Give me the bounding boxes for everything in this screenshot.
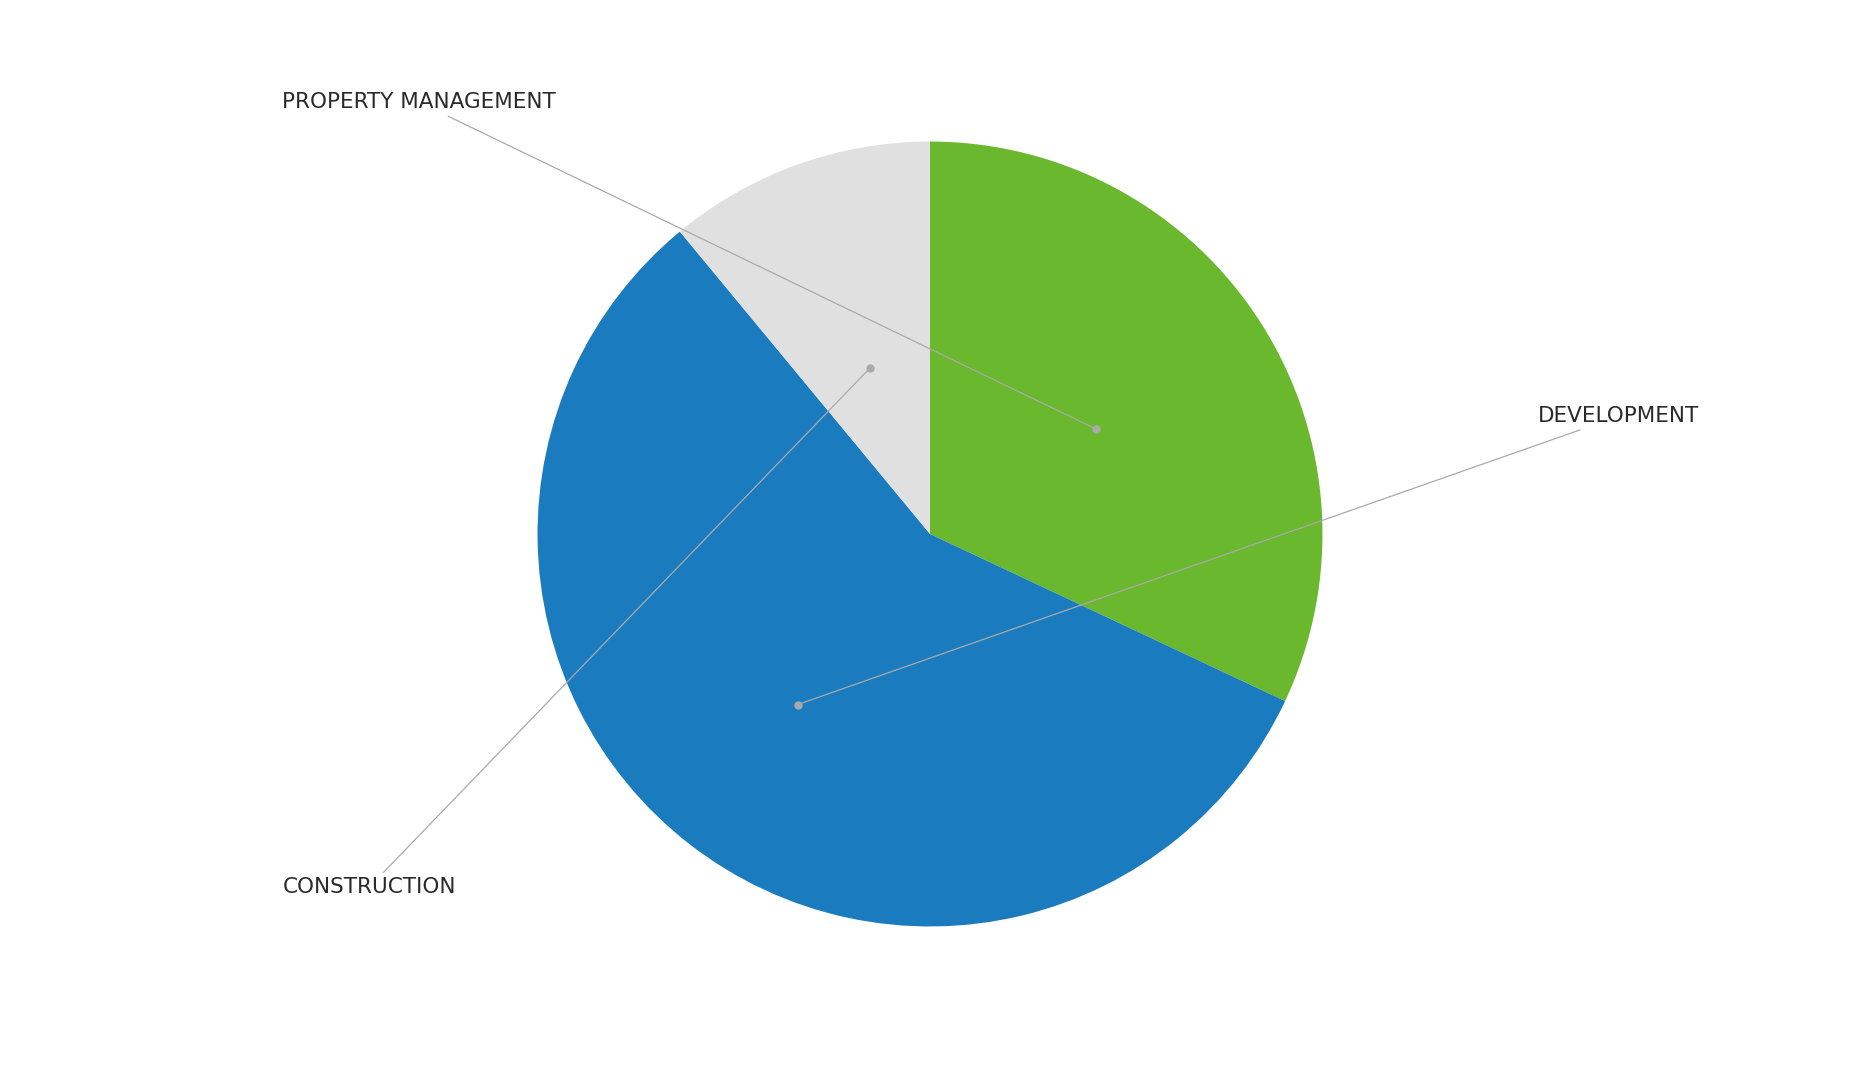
Text: CONSTRUCTION: CONSTRUCTION	[283, 370, 869, 897]
Text: PROPERTY MANAGEMENT: PROPERTY MANAGEMENT	[283, 92, 1094, 427]
Wedge shape	[681, 142, 930, 534]
Wedge shape	[538, 232, 1285, 926]
Wedge shape	[930, 142, 1322, 701]
Text: DEVELOPMENT: DEVELOPMENT	[800, 406, 1700, 704]
